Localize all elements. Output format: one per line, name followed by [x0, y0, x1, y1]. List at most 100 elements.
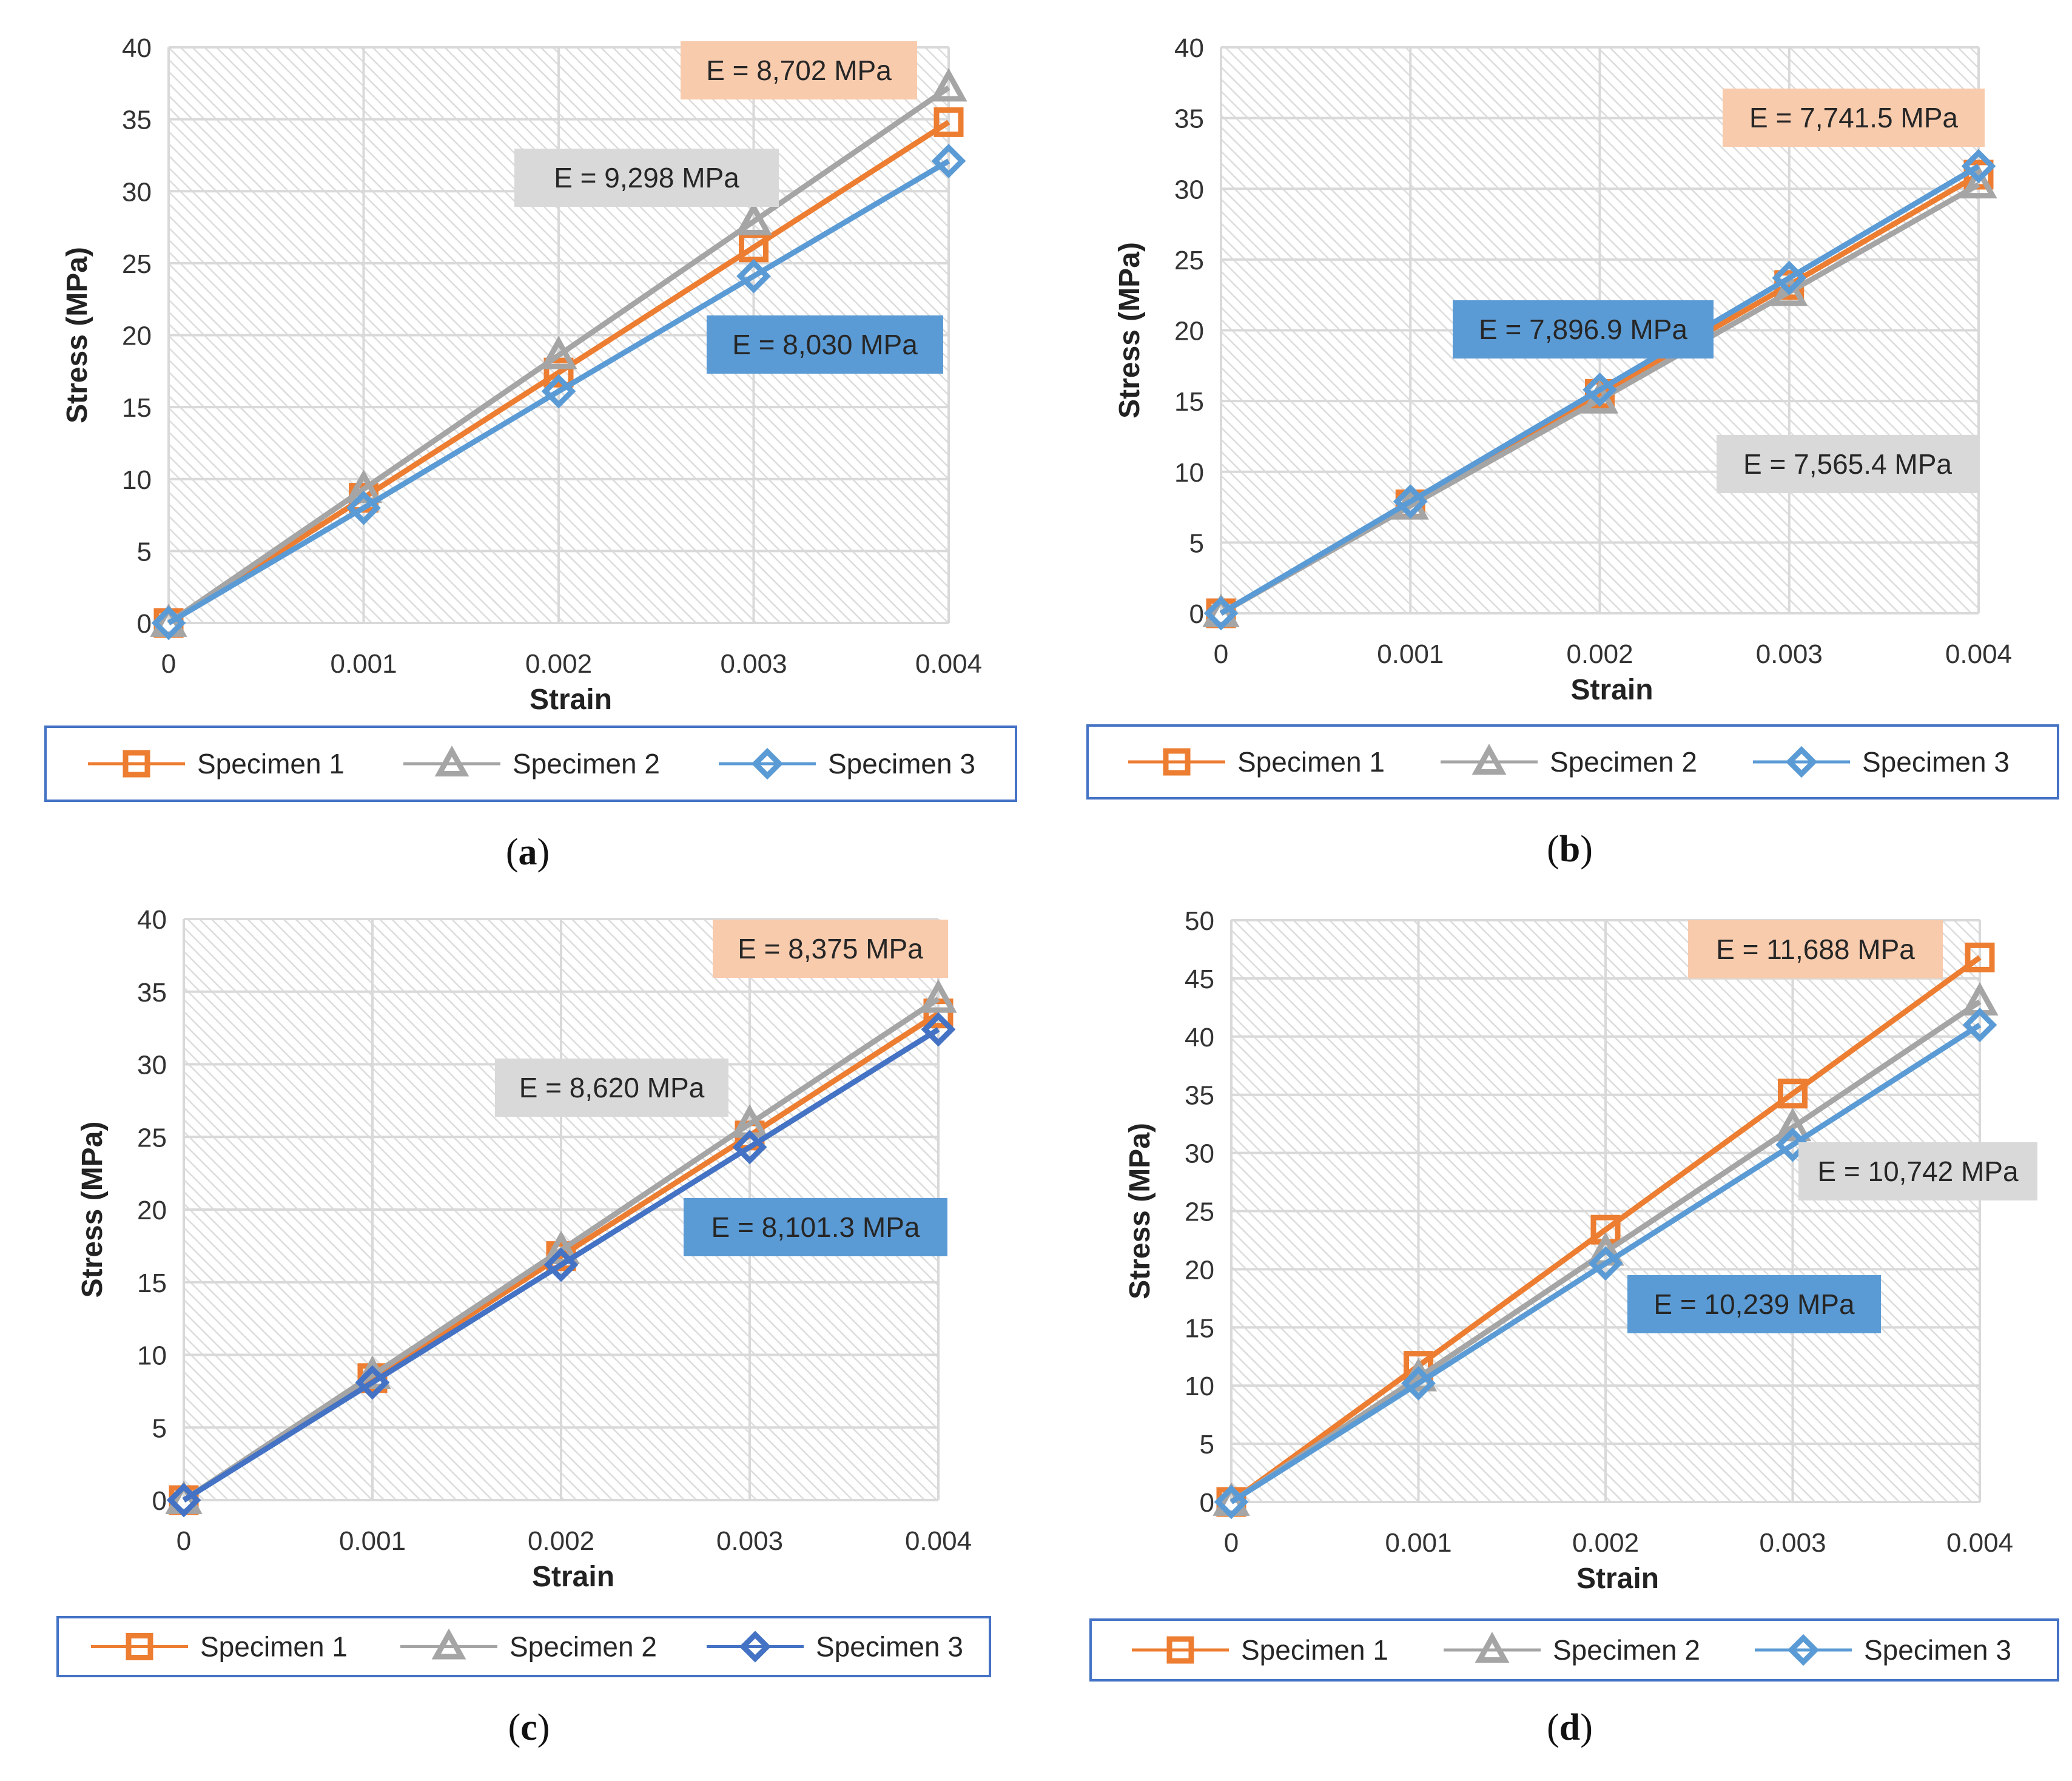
x-tick-label: 0	[1214, 639, 1228, 669]
data-point	[930, 68, 967, 102]
annotation-label: E = 8,030 MPa	[732, 329, 918, 360]
y-tick-label: 15	[137, 1268, 167, 1298]
annotation-box	[1627, 1275, 1881, 1333]
y-tick-label: 20	[122, 322, 152, 351]
data-point	[931, 144, 966, 178]
x-tick-label: 0.003	[720, 649, 787, 679]
x-axis-title: Strain	[1570, 674, 1653, 706]
panel-caption: (c)	[508, 1707, 550, 1748]
x-tick-label: 0.001	[339, 1526, 406, 1556]
caption-letter: c	[520, 1707, 537, 1748]
data-point	[933, 107, 964, 137]
data-point	[1774, 1108, 1812, 1142]
legend-marker	[751, 747, 784, 780]
data-point	[166, 1483, 201, 1518]
y-tick-label: 0	[137, 609, 152, 639]
y-tick-labels: 0 5 10 15 20 25 30 35 40	[1174, 33, 1204, 629]
legend-items: Specimen 1 Specimen 2 Specimen 3	[1132, 1632, 2011, 1666]
y-tick-label: 10	[137, 1341, 167, 1371]
data-point	[1583, 372, 1617, 407]
y-tick-labels: 0 5 10 15 20 25 30 35 40	[137, 905, 167, 1516]
y-tick-label: 15	[1185, 1313, 1214, 1343]
annotation-label: E = 10,742 MPa	[1817, 1156, 2019, 1187]
legend	[1086, 724, 2059, 800]
y-axis-title: Stress (MPa)	[61, 247, 93, 423]
y-tick-label: 0	[152, 1486, 167, 1516]
legend	[1089, 1618, 2059, 1682]
y-tick-label: 30	[122, 177, 152, 207]
x-tick-label: 0.002	[525, 649, 592, 679]
annotation-box	[1723, 89, 1985, 147]
data-point	[735, 201, 773, 235]
x-axis-title: Strain	[1576, 1563, 1659, 1595]
y-tick-label: 5	[137, 537, 152, 567]
x-tick-label: 0.004	[1946, 1528, 2013, 1558]
y-tick-label: 35	[137, 978, 167, 1008]
series-lines	[1213, 942, 1999, 1520]
legend-marker	[1472, 744, 1507, 775]
legend-marker	[431, 1628, 466, 1660]
data-point	[1778, 1079, 1808, 1109]
panel-caption: (b)	[1547, 829, 1593, 870]
series-line	[1229, 1022, 1982, 1504]
data-point	[736, 258, 771, 294]
annotation-label: E = 8,375 MPa	[738, 933, 923, 965]
y-tick-label: 20	[1174, 317, 1204, 346]
legend-marker	[1163, 748, 1191, 776]
x-tick-labels: 0 0.001 0.002 0.003 0.004	[1214, 639, 2012, 669]
data-point	[543, 1247, 579, 1282]
y-tick-label: 25	[122, 249, 152, 279]
data-point	[540, 335, 577, 369]
caption-letter: b	[1559, 829, 1580, 870]
legend-marker	[434, 746, 469, 777]
legend-marker	[1475, 1632, 1510, 1663]
y-axis-title: Stress (MPa)	[1114, 242, 1146, 419]
y-tick-label: 40	[1174, 33, 1204, 63]
annotation-box	[684, 1198, 947, 1256]
chart-panel-c: 0 5 10 15 20 25 30 35 40 0 0.001 0.002 0.003 0.004 S…	[56, 905, 991, 1748]
legend-marker	[739, 1631, 772, 1663]
data-point	[1771, 272, 1808, 306]
annotation-box	[681, 41, 917, 99]
y-tick-label: 0	[1189, 599, 1204, 629]
x-axis-title: Strain	[532, 1561, 614, 1593]
series-lines	[150, 68, 967, 641]
data-point	[1960, 164, 1997, 199]
annotation-label: E = 11,688 MPa	[1716, 934, 1915, 965]
legend-items: Specimen 1 Specimen 2 Specimen 3	[91, 1628, 963, 1663]
data-point	[920, 979, 957, 1013]
y-tick-label: 50	[1185, 906, 1214, 936]
data-point	[355, 1365, 390, 1400]
modulus-annotations: E = 7,741.5 MPa E = 7,896.9 MPa E = 7,56…	[1453, 89, 1985, 493]
y-axis-title: Stress (MPa)	[76, 1122, 109, 1298]
series-line	[182, 1027, 940, 1503]
y-tick-label: 15	[122, 393, 152, 423]
annotation-box	[1798, 1142, 2037, 1200]
annotation-box	[1717, 435, 1979, 493]
y-tick-label: 30	[1174, 175, 1204, 204]
x-tick-label: 0	[161, 649, 176, 679]
legend	[44, 726, 1017, 802]
x-tick-label: 0.004	[1945, 639, 2012, 669]
y-tick-label: 10	[122, 465, 152, 495]
data-point	[542, 1230, 580, 1264]
x-tick-label: 0.002	[1566, 639, 1633, 669]
data-point	[541, 374, 576, 409]
y-axis-title: Stress (MPa)	[1124, 1123, 1156, 1299]
data-point	[543, 357, 574, 388]
data-point	[1962, 1008, 1997, 1042]
data-point	[346, 490, 381, 525]
legend-marker	[1166, 1636, 1194, 1664]
legend-label: Specimen 2	[510, 1631, 657, 1663]
series-3	[1214, 1008, 1997, 1520]
chart-panel-a: 0 5 10 15 20 25 30 35 40 0 0.001 0.002 0.003 0.004 S…	[44, 33, 1017, 873]
annotation-box	[707, 315, 943, 374]
series-line	[1219, 164, 1980, 616]
data-point	[1588, 1246, 1623, 1281]
panel-caption: (d)	[1547, 1707, 1593, 1748]
series-3	[166, 1012, 956, 1518]
x-tick-label: 0.003	[1756, 639, 1823, 669]
legend-label: Specimen 2	[513, 748, 660, 779]
legend-items: Specimen 1 Specimen 2 Specimen 3	[88, 746, 975, 780]
